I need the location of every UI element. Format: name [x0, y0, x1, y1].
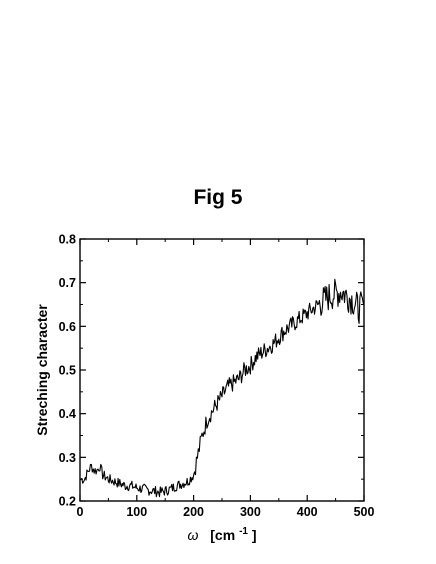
x-axis-unit: [cm	[210, 527, 235, 543]
y-axis-title: Streching character	[34, 304, 50, 436]
figure-title: Fig 5	[193, 186, 243, 209]
y-tick-label: 0.7	[59, 276, 76, 290]
x-axis-symbol: ω	[187, 527, 198, 543]
y-tick-label: 0.6	[59, 320, 76, 334]
axis-ticks	[79, 238, 365, 502]
y-tick-label: 0.3	[59, 451, 76, 465]
plot-frame	[79, 238, 365, 502]
y-tick-label: 0.5	[59, 364, 76, 378]
x-tick-label: 500	[354, 505, 375, 519]
tick-labels: 0 100 200 300 400 500 0.2 0.3 0.4 0.5 0.6 0.7 0.8	[59, 233, 375, 520]
x-tick-label: 400	[297, 505, 318, 519]
y-tick-label: 0.4	[59, 407, 76, 421]
x-axis-close: ]	[252, 527, 257, 543]
y-tick-label: 0.8	[59, 233, 76, 247]
x-tick-label: 200	[183, 505, 204, 519]
series-line	[79, 278, 365, 498]
y-tick-label: 0.2	[59, 495, 76, 509]
x-tick-label: 0	[77, 505, 84, 519]
x-tick-label: 300	[240, 505, 261, 519]
x-axis-title: ω [cm -1 ]	[187, 521, 256, 543]
x-tick-label: 100	[126, 505, 147, 519]
x-axis-exponent: -1	[239, 526, 248, 537]
